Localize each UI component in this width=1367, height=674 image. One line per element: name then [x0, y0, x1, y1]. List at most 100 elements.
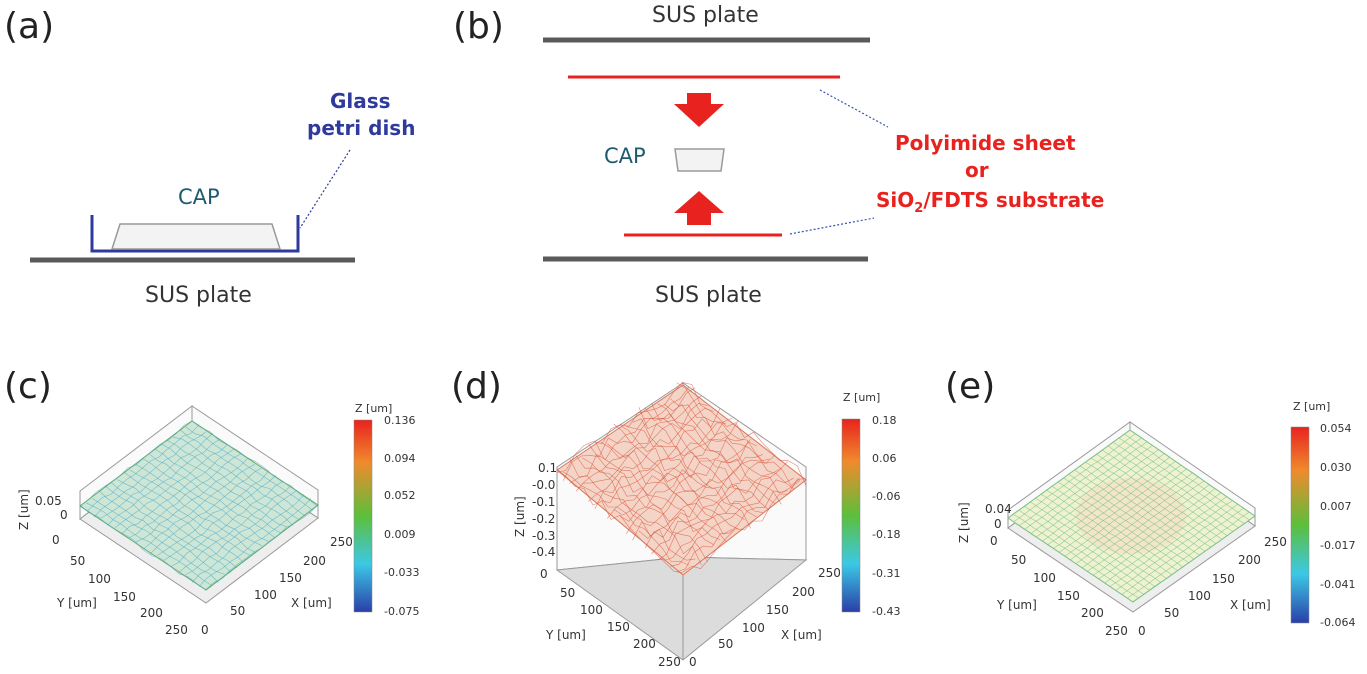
poly-leader-bottom: [789, 217, 875, 235]
plot-d-x-title: X [um]: [781, 628, 822, 642]
mesh-line: [644, 407, 770, 511]
mesh-line: [1053, 461, 1176, 549]
plot-c-x-tick: 250: [330, 535, 353, 549]
mesh-line: [632, 418, 757, 518]
mesh-line: [644, 458, 770, 548]
panel-b-label: (b): [453, 6, 504, 47]
poly-label-line3: SiO2/FDTS substrate: [876, 188, 1104, 216]
mesh-line: [135, 464, 263, 547]
plot-e-y-tick: 150: [1057, 589, 1080, 603]
plot-e-x-title: X [um]: [1230, 598, 1271, 612]
mesh-line: [676, 382, 801, 487]
plot-e-x-tick: 250: [1264, 535, 1287, 549]
colorbar-c-tick: 0.009: [384, 528, 416, 541]
mesh-line: [1007, 429, 1131, 519]
plot-e-y-tick: 0: [990, 534, 998, 548]
mesh-line: [104, 485, 232, 573]
panel-d: (d) 0.1 -0.0 -0.1 -0.2 -0.3 -0.4 Z [um] …: [451, 366, 900, 669]
plot-e-y-title: Y [um]: [996, 598, 1037, 612]
plot-d-z-tick: -0.3: [532, 529, 555, 543]
mesh-line: [607, 443, 733, 535]
mesh-line: [1058, 465, 1182, 553]
mesh-line: [626, 439, 751, 534]
mesh-line: [594, 408, 721, 510]
mesh-line: [1091, 457, 1217, 545]
colorbar-e-tick: 0.054: [1320, 422, 1352, 435]
mesh-line: [98, 490, 225, 575]
mesh-line: [601, 422, 727, 504]
plot-d-y-tick: 150: [607, 620, 630, 634]
plot-c-x-tick: 150: [279, 571, 302, 585]
mesh-line: [682, 382, 807, 486]
mesh-line: [613, 423, 739, 530]
poly-label-line1: Polyimide sheet: [895, 131, 1076, 155]
mesh-line: [1110, 500, 1233, 587]
panel-c-label: (c): [4, 366, 52, 407]
plot-c-z-tick: 0.05: [35, 494, 62, 508]
plot-d-y-tick: 200: [633, 637, 656, 651]
plot-d-z-title: Z [um]: [513, 496, 527, 537]
mesh-line: [670, 477, 794, 567]
plot-e-y-tick: 250: [1105, 624, 1128, 638]
plot-d-x-tick: 250: [818, 566, 841, 580]
mesh-line: [79, 504, 207, 591]
sus-top-label: SUS plate: [652, 3, 759, 28]
mesh-line: [619, 437, 745, 522]
plot-d-x-tick: 150: [766, 603, 789, 617]
mesh-line: [664, 461, 788, 561]
mesh-line: [1007, 517, 1134, 603]
plot-d-floor: [555, 556, 808, 661]
plot-c-y-tick: 200: [140, 606, 163, 620]
plot-c-y-tick: 250: [165, 623, 188, 637]
plot-d-y-tick: 0: [540, 567, 548, 581]
mesh-line: [556, 381, 684, 473]
mesh-line: [1098, 492, 1222, 579]
mesh-line: [1118, 437, 1245, 524]
mesh-line: [1085, 462, 1211, 548]
plot-e-y-tick: 50: [1011, 553, 1026, 567]
plot-d-x-tick: 200: [792, 585, 815, 599]
mesh-line: [1013, 433, 1136, 523]
plot-e-z-title: Z [um]: [957, 502, 971, 543]
mesh-line: [1124, 433, 1250, 521]
plot-c-x-tick: 200: [303, 554, 326, 568]
mesh-line: [632, 441, 757, 541]
mesh-line: [563, 386, 690, 481]
glass-label-line2: petri dish: [307, 116, 415, 140]
panel-b: (b) SUS plate CAP SUS plate Polyimide sh…: [453, 3, 1104, 308]
mesh-line: [1129, 430, 1256, 517]
plot-d-z-tick: -0.1: [532, 495, 555, 509]
mesh-line: [569, 458, 696, 561]
plot-c-y-tick: 100: [88, 572, 111, 586]
plot-d-y-tick: 250: [658, 655, 681, 669]
mesh-line: [657, 467, 782, 561]
sus-label-a: SUS plate: [145, 283, 252, 308]
panel-a-label: (a): [4, 6, 54, 47]
colorbar-c-tick: 0.052: [384, 489, 416, 502]
plot-e-mesh: [1007, 429, 1256, 603]
mesh-line: [179, 428, 306, 517]
mesh-line: [191, 420, 319, 507]
mesh-line: [670, 398, 794, 490]
colorbar-d-title: Z [um]: [843, 391, 880, 404]
plot-e-x-tick: 0: [1138, 624, 1146, 638]
mesh-line: [100, 432, 214, 519]
mesh-line: [1104, 496, 1227, 584]
mesh-line: [121, 448, 235, 535]
plot-c-x-tick: 0: [201, 623, 209, 637]
panel-c: (c) 0.05 0 Z [um] 0 50 100 150 200 250 Y…: [4, 366, 419, 637]
mesh-line: [594, 440, 721, 540]
mesh-line: [1093, 488, 1216, 576]
plot-c-z-title: Z [um]: [17, 489, 31, 530]
cap-label-b: CAP: [604, 144, 646, 168]
mesh-line: [638, 407, 764, 513]
mesh-line: [682, 478, 807, 573]
mesh-line: [156, 470, 270, 556]
plot-c-y-tick: 150: [113, 590, 136, 604]
panel-e: (e) 0.04 0 Z [um] 0 50 100 150 200 250 Y…: [945, 366, 1355, 638]
plot-d-y-title: Y [um]: [545, 628, 586, 642]
mesh-line: [626, 426, 751, 529]
plot-d-mesh: [556, 381, 807, 574]
mesh-line: [1087, 484, 1210, 572]
plot-d-y-tick: 100: [580, 603, 603, 617]
